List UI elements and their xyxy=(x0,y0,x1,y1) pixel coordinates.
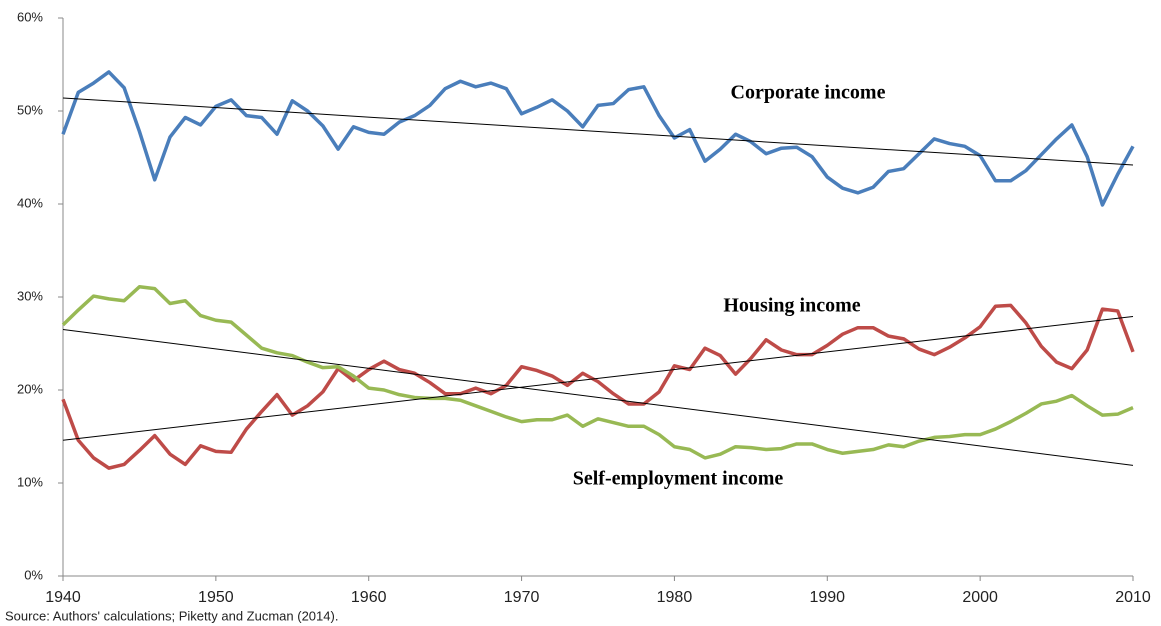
y-tick-label: 60% xyxy=(17,9,43,24)
series-line xyxy=(61,285,1134,460)
y-tick-label: 30% xyxy=(17,288,43,303)
x-tick-label: 1970 xyxy=(504,589,540,606)
series-label: Corporate income xyxy=(731,82,886,104)
series-label: Self-employment income xyxy=(573,468,784,490)
series-line xyxy=(61,70,1135,207)
y-tick-label: 40% xyxy=(17,195,43,210)
y-tick-label: 50% xyxy=(17,102,43,117)
source-note: Source: Authors' calculations; Piketty a… xyxy=(5,608,338,623)
y-tick-label: 0% xyxy=(24,567,43,582)
y-tick-label: 10% xyxy=(17,474,43,489)
x-tick-label: 1940 xyxy=(45,589,81,606)
x-tick-label: 1960 xyxy=(351,589,387,606)
x-tick-label: 1950 xyxy=(198,589,234,606)
trend-line xyxy=(62,329,1134,466)
trend-line xyxy=(62,316,1134,441)
series-line xyxy=(61,303,1135,470)
x-tick-label: 2010 xyxy=(1115,589,1151,606)
x-tick-label: 1980 xyxy=(657,589,693,606)
trend-line xyxy=(62,97,1134,166)
x-tick-label: 2000 xyxy=(962,589,998,606)
x-tick-label: 1990 xyxy=(809,589,845,606)
y-tick-label: 20% xyxy=(17,381,43,396)
series-label: Housing income xyxy=(723,295,860,317)
